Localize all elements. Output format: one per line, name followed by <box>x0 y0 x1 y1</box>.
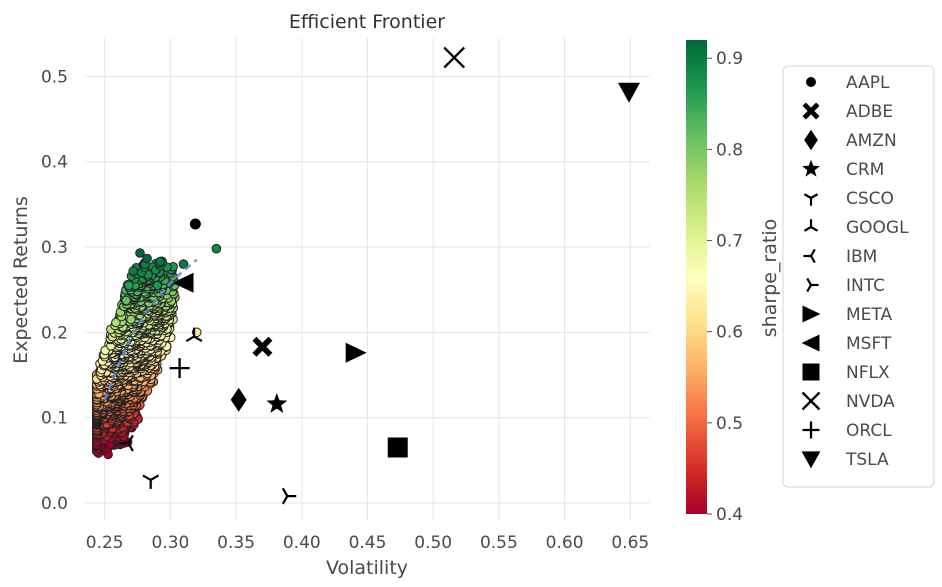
legend-label: NVDA <box>846 392 895 412</box>
y-tick-label: 0.2 <box>41 323 68 343</box>
asset-markers <box>119 46 640 505</box>
asset-marker-orcl <box>169 358 190 379</box>
colorbar-tick-label: 0.4 <box>716 505 743 525</box>
legend-label: ADBE <box>846 102 893 122</box>
y-tick-label: 0.0 <box>41 494 68 514</box>
legend-label: NFLX <box>846 363 890 383</box>
legend-label: IBM <box>846 247 877 267</box>
legend-label: CRM <box>846 160 884 180</box>
x-tick-label: 0.50 <box>414 533 452 553</box>
legend-label: MSFT <box>846 334 892 354</box>
x-tick-label: 0.30 <box>151 533 189 553</box>
x-tick-label: 0.65 <box>611 533 649 553</box>
grid-lines <box>85 38 650 520</box>
legend-label: INTC <box>846 276 885 296</box>
colorbar-tick-label: 0.6 <box>716 323 743 343</box>
x-tick-label: 0.35 <box>217 533 255 553</box>
legend: AAPL ADBE AMZN CRM CSCO GOOGL IBM INTC META MSFT N… <box>782 65 935 488</box>
legend-label: CSCO <box>846 189 894 209</box>
asset-marker-tsla <box>618 82 640 103</box>
asset-marker-aapl <box>189 218 201 230</box>
x-tick-label: 0.55 <box>480 533 518 553</box>
y-tick-label: 0.1 <box>41 409 68 429</box>
y-axis-label: Expected Returns <box>10 196 32 364</box>
colorbar-label: sharpe_ratio <box>759 219 781 337</box>
colorbar-tick-label: 0.8 <box>716 140 743 160</box>
asset-marker-csco <box>142 474 160 489</box>
x-tick-label: 0.45 <box>349 533 387 553</box>
asset-marker-amzn <box>230 387 247 412</box>
x-tick-label: 0.25 <box>86 533 124 553</box>
chart-title: Efficient Frontier <box>289 11 445 33</box>
legend-label: AAPL <box>846 73 890 93</box>
y-tick-label: 0.5 <box>41 67 68 87</box>
colorbar-tick-label: 0.5 <box>716 414 743 434</box>
asset-marker-nvda <box>443 46 466 69</box>
portfolio-point <box>128 266 138 276</box>
portfolio-point <box>121 295 131 306</box>
asset-marker-crm <box>266 393 288 413</box>
portfolio-cloud <box>92 243 222 460</box>
portfolio-point <box>126 314 136 325</box>
colorbar: 0.4 0.5 0.6 0.7 0.8 0.9 <box>686 40 743 525</box>
asset-marker-adbe <box>252 336 273 357</box>
colorbar-tick-label: 0.7 <box>716 232 743 252</box>
colorbar-tick-label: 0.9 <box>716 49 743 69</box>
x-tick-label: 0.40 <box>283 533 321 553</box>
legend-label: META <box>846 305 892 325</box>
y-tick-label: 0.3 <box>41 238 68 258</box>
legend-item-nflx: NFLX <box>802 363 890 383</box>
portfolio-point <box>155 256 165 267</box>
legend-label: ORCL <box>846 421 892 441</box>
asset-marker-meta <box>345 342 367 363</box>
asset-marker-intc <box>281 487 297 505</box>
legend-label: GOOGL <box>846 218 909 238</box>
x-tick-label: 0.60 <box>546 533 584 553</box>
portfolio-point <box>152 280 163 291</box>
portfolio-point <box>211 243 222 254</box>
x-axis-label: Volatility <box>326 557 408 579</box>
legend-label: AMZN <box>846 131 897 151</box>
colorbar-gradient <box>686 40 707 514</box>
y-tick-label: 0.4 <box>41 153 68 173</box>
legend-label: TSLA <box>845 450 889 470</box>
asset-marker-nflx <box>387 437 408 458</box>
portfolio-point <box>135 248 145 258</box>
